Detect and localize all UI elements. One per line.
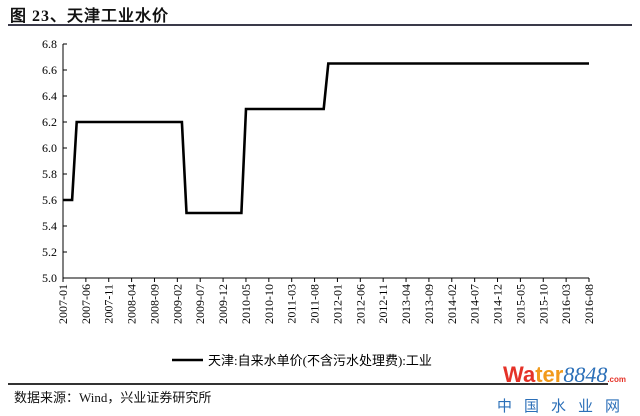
y-tick-label: 6.8 <box>42 37 57 51</box>
x-tick-label: 2015-05 <box>513 284 527 324</box>
x-tick-label: 2009-02 <box>170 284 184 324</box>
y-tick-label: 6.2 <box>42 115 57 129</box>
y-tick-label: 5.6 <box>42 193 57 207</box>
x-tick-label: 2012-06 <box>353 284 367 324</box>
y-tick-label: 6.6 <box>42 63 57 77</box>
footer-rule <box>8 383 608 385</box>
x-tick-label: 2010-05 <box>239 284 253 324</box>
x-tick-label: 2014-07 <box>468 284 482 324</box>
y-tick-label: 5.8 <box>42 167 57 181</box>
x-tick-label: 2011-08 <box>308 284 322 324</box>
y-tick-label: 5.0 <box>42 271 57 285</box>
x-tick-label: 2007-11 <box>102 284 116 324</box>
x-tick-label: 2010-10 <box>262 284 276 324</box>
x-tick-label: 2014-02 <box>445 284 459 324</box>
x-tick-label: 2013-04 <box>399 284 413 324</box>
figure-title: 图 23、天津工业水价 <box>10 8 170 25</box>
x-tick-label: 2012-11 <box>376 284 390 324</box>
y-tick-label: 5.2 <box>42 245 57 259</box>
x-tick-label: 2009-12 <box>216 284 230 324</box>
x-tick-label: 2007-01 <box>56 284 70 324</box>
x-tick-label: 2016-08 <box>582 284 596 324</box>
x-tick-label: 2008-04 <box>125 284 139 324</box>
y-tick-label: 5.4 <box>42 219 57 233</box>
y-tick-label: 6.0 <box>42 141 57 155</box>
x-tick-label: 2009-07 <box>193 284 207 324</box>
x-tick-label: 2007-06 <box>79 284 93 324</box>
legend-label: 天津:自来水单价(不含污水处理费):工业 <box>208 353 432 368</box>
x-tick-label: 2014-12 <box>491 284 505 324</box>
x-tick-label: 2015-10 <box>536 284 550 324</box>
series-line <box>63 62 589 215</box>
y-tick-label: 6.4 <box>42 89 57 103</box>
x-tick-label: 2008-09 <box>147 284 161 324</box>
watermark-logo: Water8848.com 中国水业网 <box>496 362 632 416</box>
x-tick-label: 2012-01 <box>330 284 344 324</box>
data-source: 数据来源：Wind，兴业证券研究所 <box>14 390 212 405</box>
title-rule <box>8 24 632 26</box>
x-tick-label: 2011-03 <box>285 284 299 324</box>
x-tick-label: 2016-03 <box>559 284 573 324</box>
x-tick-label: 2013-09 <box>422 284 436 324</box>
